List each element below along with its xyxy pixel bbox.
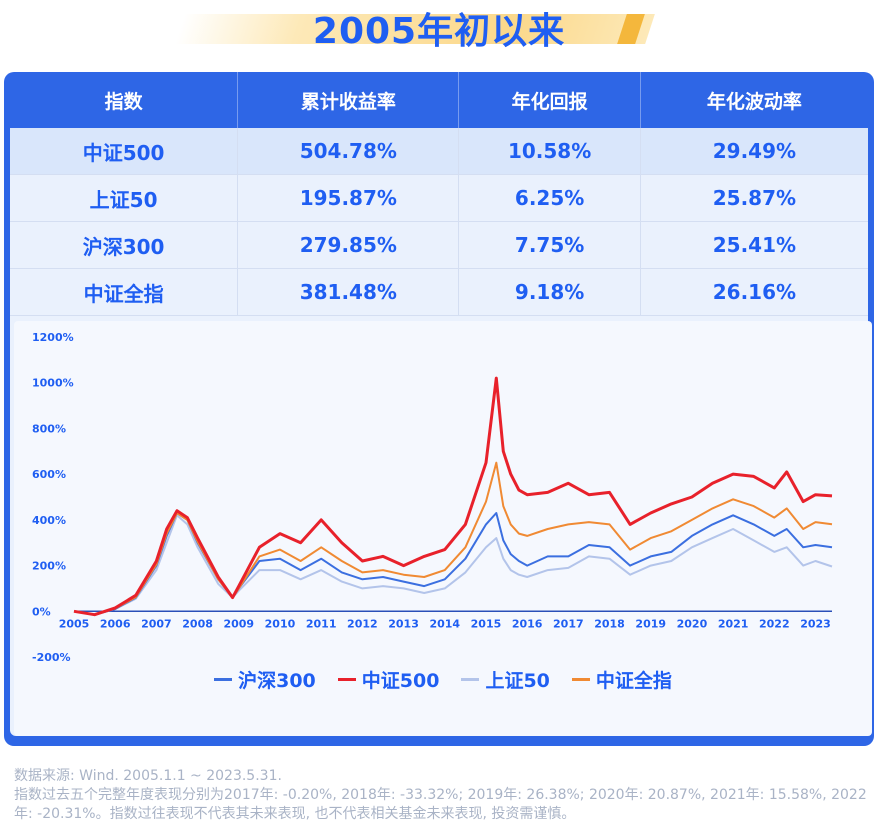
x-tick-label: 2022 — [759, 617, 790, 630]
y-tick-label: 400% — [32, 514, 66, 527]
table-row: 上证50 195.87% 6.25% 25.87% — [10, 175, 868, 222]
legend-swatch-csi500 — [337, 678, 356, 681]
cell-annual: 9.18% — [459, 269, 641, 315]
x-tick-label: 2017 — [553, 617, 584, 630]
cell-index: 中证全指 — [10, 269, 239, 315]
legend-swatch-csi-all — [571, 678, 590, 681]
y-tick-label: 1200% — [32, 331, 74, 344]
y-tick-label: -200% — [32, 651, 71, 661]
footnote-disclaimer: 指数过去五个完整年度表现分别为2017年: -0.20%, 2018年: -33… — [14, 787, 867, 822]
x-tick-label: 2005 — [59, 617, 90, 630]
x-tick-label: 2015 — [471, 617, 502, 630]
cell-cumulative: 195.87% — [238, 175, 460, 221]
header-cumulative-return: 累计收益率 — [238, 72, 460, 128]
series-line-2 — [73, 376, 833, 617]
legend-item-sse50: 上证50 — [461, 666, 550, 693]
footnote: 数据来源: Wind. 2005.1.1 ~ 2023.5.31. 指数过去五个… — [14, 767, 870, 824]
x-tick-label: 2010 — [265, 617, 296, 630]
cell-volatility: 26.16% — [712, 280, 797, 304]
data-card: 指数 累计收益率 年化回报 年化波动率 中证500 504.78% 10.58%… — [4, 72, 874, 746]
y-tick-label: 600% — [32, 468, 66, 481]
x-tick-label: 2023 — [800, 617, 831, 630]
header-annual-volatility: 年化波动率 — [706, 90, 802, 113]
cell-cumulative: 504.78% — [238, 128, 460, 174]
cell-index: 上证50 — [10, 175, 239, 221]
cell-annual: 7.75% — [459, 222, 641, 268]
cell-volatility: 29.49% — [712, 139, 797, 163]
x-tick-label: 2019 — [635, 617, 666, 630]
chart-panel: 1200% 1000% 800% 600% 400% 200% 0% -200% 2005 200… — [14, 321, 872, 736]
header-index: 指数 — [10, 72, 239, 128]
x-tick-label: 2016 — [512, 617, 543, 630]
chart-legend: 沪深300 中证500 上证50 中证全指 — [14, 666, 872, 693]
x-tick-label: 2006 — [100, 617, 131, 630]
series-line-3 — [73, 514, 833, 616]
x-tick-label: 2012 — [347, 617, 378, 630]
legend-item-hs300: 沪深300 — [214, 666, 316, 693]
title-area: 2005年初以来 — [0, 0, 878, 52]
page-title: 2005年初以来 — [312, 11, 566, 52]
y-tick-label: 200% — [32, 560, 66, 573]
legend-label-csi500: 中证500 — [361, 670, 440, 692]
cell-volatility: 25.87% — [712, 186, 797, 210]
legend-swatch-hs300 — [214, 678, 233, 681]
x-tick-label: 2020 — [677, 617, 708, 630]
x-tick-label: 2011 — [306, 617, 337, 630]
legend-swatch-sse50 — [461, 678, 480, 681]
series-line-1 — [73, 512, 833, 616]
table-row: 中证500 504.78% 10.58% 29.49% — [10, 128, 868, 175]
legend-item-csi-all: 中证全指 — [571, 666, 672, 693]
footnote-source: 数据来源: Wind. 2005.1.1 ~ 2023.5.31. — [14, 768, 282, 784]
cell-index: 沪深300 — [10, 222, 239, 268]
cell-index: 中证500 — [10, 128, 239, 174]
cell-annual: 10.58% — [459, 128, 641, 174]
table-row: 沪深300 279.85% 7.75% 25.41% — [10, 222, 868, 269]
y-tick-label: 1000% — [32, 377, 74, 390]
x-tick-label: 2009 — [223, 617, 254, 630]
legend-label-sse50: 上证50 — [485, 670, 550, 692]
cell-volatility: 25.41% — [712, 233, 797, 257]
cell-cumulative: 381.48% — [238, 269, 460, 315]
x-tick-label: 2013 — [388, 617, 419, 630]
header-annual-return: 年化回报 — [459, 72, 641, 128]
x-tick-label: 2008 — [182, 617, 213, 630]
line-chart: 1200% 1000% 800% 600% 400% 200% 0% -200% 2005 200… — [32, 331, 833, 664]
legend-label-hs300: 沪深300 — [238, 670, 316, 692]
y-tick-label: 0% — [32, 605, 51, 618]
table-header: 指数 累计收益率 年化回报 年化波动率 — [10, 72, 868, 128]
cell-cumulative: 279.85% — [238, 222, 460, 268]
legend-item-csi500: 中证500 — [337, 666, 440, 693]
x-tick-label: 2018 — [594, 617, 625, 630]
table-body: 中证500 504.78% 10.58% 29.49% 上证50 195.87%… — [10, 128, 868, 316]
cell-annual: 6.25% — [459, 175, 641, 221]
legend-label-csi-all: 中证全指 — [595, 670, 672, 692]
x-tick-label: 2014 — [429, 617, 460, 630]
y-tick-label: 800% — [32, 422, 66, 435]
table-row: 中证全指 381.48% 9.18% 26.16% — [10, 269, 868, 316]
x-tick-label: 2021 — [718, 617, 749, 630]
x-tick-label: 2007 — [141, 617, 172, 630]
